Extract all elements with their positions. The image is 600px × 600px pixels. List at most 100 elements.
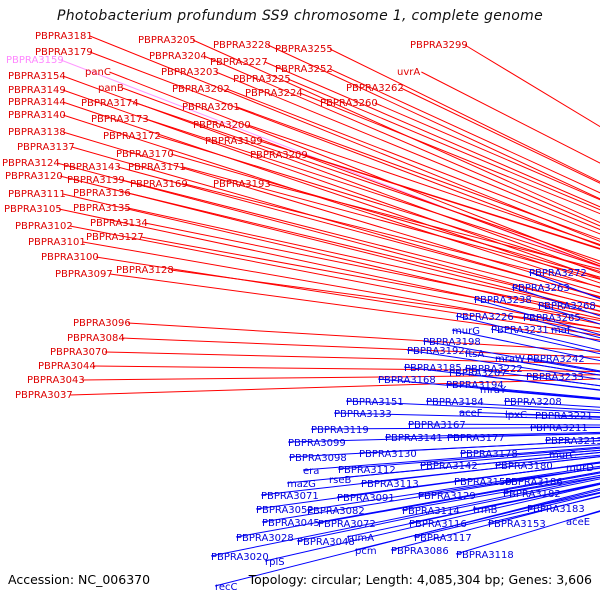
connector-line xyxy=(417,467,600,496)
gene-label-inner: pcm xyxy=(355,546,377,557)
gene-label-inner: PBPRA3141 xyxy=(385,433,443,444)
gene-label-outer: PBPRA3105 xyxy=(4,204,62,215)
connector-line xyxy=(490,328,600,355)
gene-label-inner: trmB xyxy=(473,505,498,516)
gene-label-outer: PBPRA3262 xyxy=(346,83,404,94)
gene-label-outer: panC xyxy=(85,67,111,78)
gene-label-inner: PBPRA3142 xyxy=(420,461,478,472)
connector-line xyxy=(89,51,600,247)
connector-line xyxy=(377,378,600,400)
connector-line xyxy=(306,465,600,511)
connector-line xyxy=(494,454,600,466)
gene-label-inner: PBPRA3099 xyxy=(288,438,346,449)
connector-line xyxy=(182,166,600,280)
connector-line xyxy=(401,474,600,511)
gene-label-inner: PBPRA3052 xyxy=(256,505,314,516)
connector-line xyxy=(328,452,600,480)
connector-line xyxy=(503,400,600,408)
gene-label-inner: PBPRA3211 xyxy=(530,423,588,434)
gene-label-inner: PBPRA3272 xyxy=(529,268,587,279)
accession-label: Accession: NC_006370 xyxy=(8,572,151,587)
gene-label-outer: PBPRA3111 xyxy=(8,189,66,200)
gene-label-inner: PBPRA3086 xyxy=(391,546,449,557)
connector-line xyxy=(345,400,600,414)
connector-line xyxy=(445,383,600,399)
gene-label-outer: PBPRA3171 xyxy=(128,162,186,173)
gene-label-inner: PBPRA3213 xyxy=(545,436,600,447)
gene-label-outer: PBPRA3224 xyxy=(245,88,303,99)
connector-line xyxy=(104,351,600,365)
gene-label-inner: PBPRA3180 xyxy=(495,461,553,472)
gene-label-inner: PBPRA3072 xyxy=(318,519,376,530)
connector-line xyxy=(62,114,600,289)
connector-line xyxy=(336,461,600,498)
gene-label-outer: PBPRA3136 xyxy=(73,188,131,199)
connector-line xyxy=(425,400,600,411)
connector-line xyxy=(255,461,600,510)
gene-label-inner: PBPRA3182 xyxy=(503,489,561,500)
connector-line xyxy=(317,472,600,524)
gene-label-inner: PBPRA3130 xyxy=(359,449,417,460)
connector-line xyxy=(226,88,600,235)
gene-label-outer: PBPRA3127 xyxy=(86,232,144,243)
gene-label-outer: PBPRA3097 xyxy=(55,269,113,280)
gene-label-outer: PBPRA3037 xyxy=(15,390,73,401)
gene-label-inner: PBPRA3178 xyxy=(460,449,518,460)
connector-line xyxy=(390,495,600,551)
connector-line xyxy=(464,44,600,128)
gene-label-outer: PBPRA3096 xyxy=(73,318,131,329)
gene-label-inner: PBPRA3192 xyxy=(407,346,465,357)
connector-line xyxy=(117,166,600,298)
gene-label-inner: PBPRA3114 xyxy=(402,506,460,517)
connector-line xyxy=(264,483,600,562)
connector-line xyxy=(525,375,600,387)
connector-line xyxy=(71,146,600,298)
gene-label-inner: PBPRA3231 xyxy=(491,325,549,336)
gene-label-outer: PBPRA3203 xyxy=(161,67,219,78)
connector-line xyxy=(127,207,600,312)
gene-label-outer: PBPRA3101 xyxy=(28,237,86,248)
gene-label-inner: PBPRA3045 xyxy=(262,518,320,529)
gene-label-outer: uvrA xyxy=(397,67,420,78)
connector-line xyxy=(264,61,600,208)
connector-line xyxy=(267,44,600,200)
connector-line xyxy=(400,87,600,184)
connector-line xyxy=(127,322,600,352)
gene-label-inner: PBPRA3118 xyxy=(456,550,514,561)
gene-label-outer: PBPRA3172 xyxy=(103,131,161,142)
connector-line xyxy=(62,131,600,294)
gene-label-inner: PBPRA3116 xyxy=(409,519,467,530)
gene-label-outer: PBPRA3124 xyxy=(2,158,60,169)
connector-line xyxy=(384,431,600,438)
connector-line xyxy=(170,269,600,329)
connector-line xyxy=(69,225,600,329)
gene-label-outer: PBPRA3084 xyxy=(67,333,125,344)
gene-label-inner: PBPRA3184 xyxy=(426,397,484,408)
gene-label-outer: PBPRA3134 xyxy=(90,218,148,229)
gene-label-outer: PBPRA3139 xyxy=(67,175,125,186)
gene-label-inner: PBPRA3208 xyxy=(504,397,562,408)
gene-label-inner: PBPRA3167 xyxy=(408,420,466,431)
gene-label-inner: rseB xyxy=(329,475,351,486)
connector-line xyxy=(413,492,600,538)
gene-label-outer: PBPRA3137 xyxy=(17,142,75,153)
gene-label-outer: PBPRA3209 xyxy=(250,150,308,161)
connector-line xyxy=(109,71,600,265)
gene-label-inner: PBPRA3151 xyxy=(346,397,404,408)
gene-label-inner: PBPRA3222 xyxy=(465,364,523,375)
connector-line xyxy=(157,135,600,273)
gene-label-inner: mraW xyxy=(495,354,525,365)
gene-label-outer: panB xyxy=(98,83,124,94)
connector-line xyxy=(170,153,600,278)
gene-label-outer: PBPRA3044 xyxy=(38,361,96,372)
connector-line xyxy=(121,337,600,358)
gene-label-inner: mraY xyxy=(480,385,507,396)
connector-line xyxy=(184,183,600,288)
gene-label-inner: mazG xyxy=(287,479,316,490)
gene-label-outer: PBPRA3143 xyxy=(63,162,121,173)
connector-line xyxy=(121,179,600,302)
gene-label-outer: PBPRA3102 xyxy=(15,221,73,232)
connector-line xyxy=(288,440,600,458)
gene-label-outer: PBPRA3204 xyxy=(149,51,207,62)
